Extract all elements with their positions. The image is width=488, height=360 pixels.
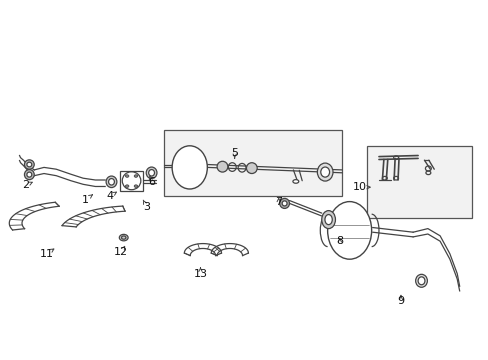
Ellipse shape: [321, 211, 335, 229]
Ellipse shape: [320, 167, 329, 177]
Text: 4: 4: [106, 191, 113, 201]
Text: 11: 11: [40, 249, 53, 259]
Text: 8: 8: [336, 236, 343, 246]
Bar: [120, 171, 143, 191]
Ellipse shape: [27, 172, 32, 177]
Ellipse shape: [327, 202, 371, 259]
Ellipse shape: [134, 185, 138, 187]
Ellipse shape: [317, 163, 332, 181]
Ellipse shape: [134, 175, 138, 177]
Ellipse shape: [119, 234, 128, 241]
Text: 12: 12: [114, 247, 128, 257]
Text: 3: 3: [143, 202, 150, 212]
Ellipse shape: [324, 215, 332, 225]
Ellipse shape: [146, 167, 157, 179]
Ellipse shape: [108, 179, 114, 185]
Ellipse shape: [292, 180, 298, 183]
Ellipse shape: [24, 160, 34, 169]
Text: 13: 13: [193, 269, 207, 279]
Text: 1: 1: [82, 195, 89, 205]
Text: 7: 7: [275, 197, 282, 207]
Ellipse shape: [27, 162, 32, 167]
Ellipse shape: [279, 198, 289, 208]
Ellipse shape: [217, 161, 227, 172]
Text: 6: 6: [148, 177, 155, 187]
Text: 2: 2: [22, 180, 29, 190]
Ellipse shape: [125, 175, 129, 177]
Ellipse shape: [172, 146, 207, 189]
Ellipse shape: [106, 176, 117, 188]
Bar: [163, 130, 342, 196]
Ellipse shape: [417, 277, 424, 285]
Ellipse shape: [125, 185, 129, 187]
Ellipse shape: [24, 170, 34, 180]
Ellipse shape: [246, 163, 257, 174]
Text: 5: 5: [231, 148, 238, 158]
Text: 9: 9: [397, 296, 404, 306]
Ellipse shape: [148, 170, 154, 176]
Ellipse shape: [282, 201, 286, 206]
Bar: [366, 146, 471, 218]
Ellipse shape: [415, 274, 427, 287]
Text: 10: 10: [352, 182, 366, 192]
